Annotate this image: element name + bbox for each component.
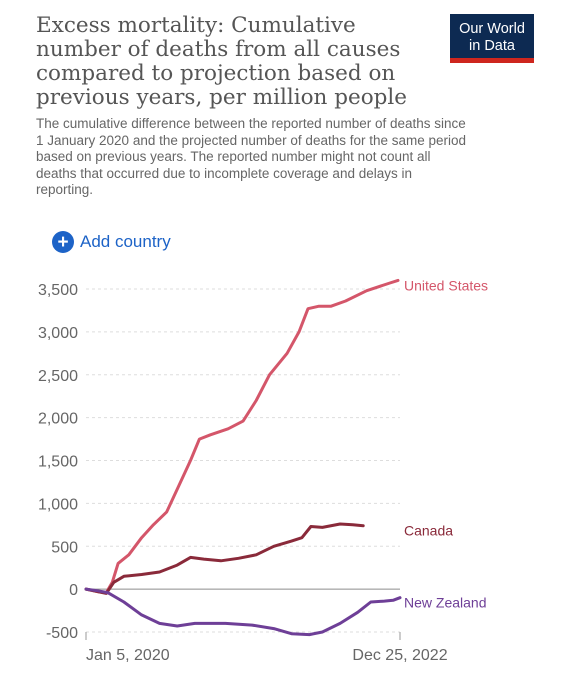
x-tick-label: Dec 25, 2022: [352, 647, 447, 664]
x-tick-label: Jan 5, 2020: [86, 647, 170, 664]
y-tick-label: 3,500: [38, 282, 78, 299]
add-country-button[interactable]: + Add country: [52, 230, 171, 254]
chart-title: Excess mortality: Cumulative number of d…: [36, 13, 408, 110]
y-tick-label: 3,000: [38, 325, 78, 342]
y-tick-label: 0: [69, 582, 78, 599]
y-tick-label: 500: [51, 539, 78, 556]
chart-header: Excess mortality: Cumulative number of d…: [36, 14, 436, 110]
add-country-label: Add country: [80, 232, 171, 251]
series-label: New Zealand: [404, 595, 487, 611]
y-tick-label: 1,000: [38, 496, 78, 513]
series-line-united-states: [84, 278, 400, 595]
series-label: United States: [404, 277, 488, 293]
y-tick-label: 1,500: [38, 454, 78, 471]
y-tick-label: -500: [46, 625, 78, 642]
series-line-new-zealand: [84, 587, 402, 637]
plus-circle-icon: +: [52, 231, 74, 253]
series-label: Canada: [404, 523, 453, 539]
series-line-canada: [84, 522, 365, 595]
owid-logo[interactable]: Our World in Data: [450, 14, 534, 63]
y-tick-label: 2,000: [38, 411, 78, 428]
y-tick-label: 2,500: [38, 368, 78, 385]
chart-subtitle: The cumulative difference between the re…: [36, 116, 467, 197]
